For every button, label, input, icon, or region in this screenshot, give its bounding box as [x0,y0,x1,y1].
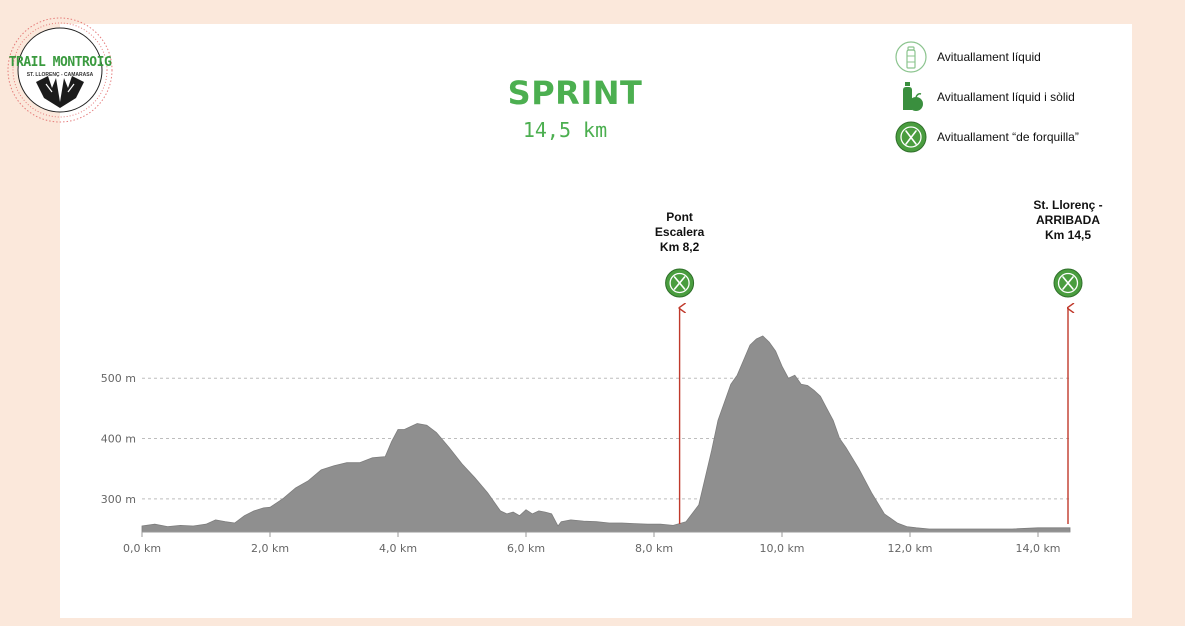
station-label: St. Llorenç - [1033,198,1102,212]
legend-item-liquid: Avituallament líquid [895,40,1155,74]
x-tick-label: 6,0 km [507,542,545,555]
y-tick-label: 400 m [101,433,136,446]
x-tick-label: 0,0 km [123,542,161,555]
station-label: Pont [666,210,693,224]
fork-knife-icon [895,121,927,153]
station-label: Escalera [655,225,705,239]
legend-label-fork: Avituallament “de forquilla” [937,130,1079,144]
chart-panel [60,24,1132,618]
x-tick-label: 14,0 km [1015,542,1060,555]
legend-item-fork: Avituallament “de forquilla” [895,120,1155,154]
legend-label-liquid-solid: Avituallament líquid i sòlid [937,90,1075,104]
trail-logo: TRAIL MONTROIG ST. LLORENÇ - CAMARASA [0,12,120,124]
race-distance: 14,5 km [522,118,608,142]
legend-item-liquid-solid: Avituallament líquid i sòlid [895,80,1155,114]
y-tick-label: 300 m [101,493,136,506]
elevation-area [141,335,1071,533]
x-tick-label: 10,0 km [759,542,804,555]
y-tick-label: 500 m [101,372,136,385]
legend-label-liquid: Avituallament líquid [937,50,1041,64]
x-tick-label: 4,0 km [379,542,417,555]
logo-title: TRAIL MONTROIG [8,55,112,70]
x-tick-label: 2,0 km [251,542,289,555]
logo-subtitle: ST. LLORENÇ - CAMARASA [26,72,94,78]
water-bottle-icon [895,41,927,73]
fork-knife-icon [1053,268,1083,298]
race-title: SPRINT [507,74,643,112]
logo-emblem-icon [7,17,113,123]
station-label: Km 14,5 [1045,228,1091,242]
station-label: ARRIBADA [1036,213,1100,227]
x-tick-label: 12,0 km [887,542,932,555]
station-label: Km 8,2 [660,240,700,254]
x-tick-label: 8,0 km [635,542,673,555]
bottle-apple-icon [903,82,923,111]
fork-knife-icon [665,268,695,298]
